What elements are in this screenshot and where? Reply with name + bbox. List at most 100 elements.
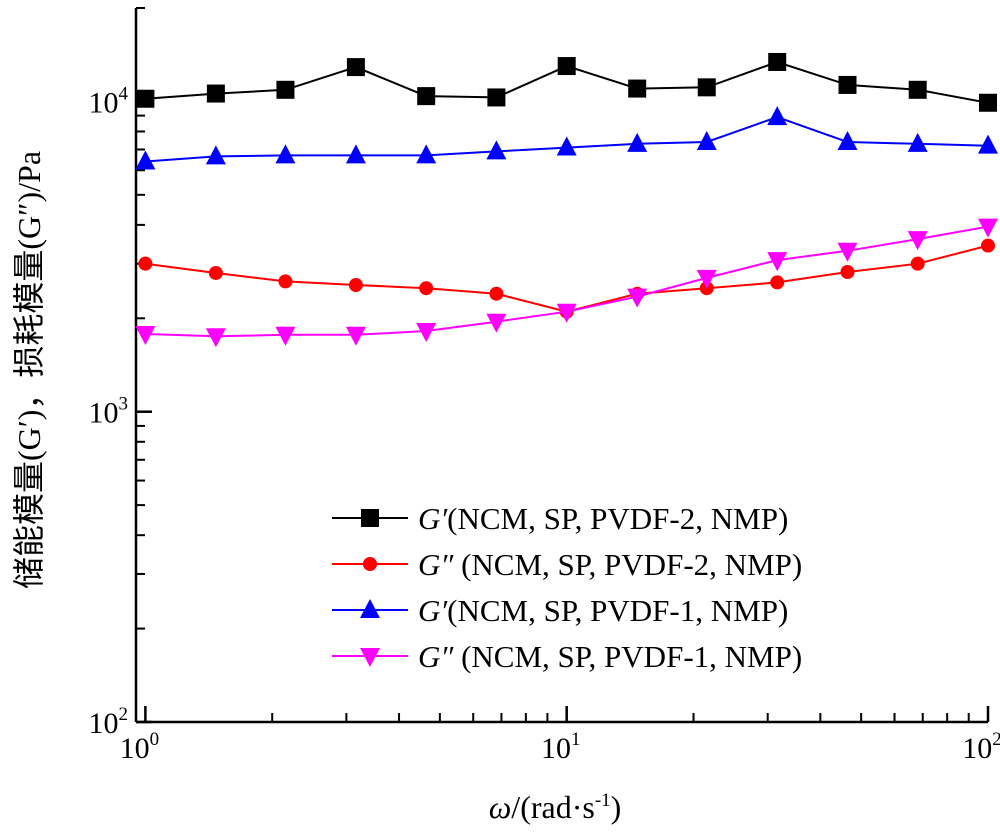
legend-label: G″ (NCM, SP, PVDF-2, NMP) (418, 547, 802, 582)
x-axis-title: ω/(rad·s-1) (489, 789, 622, 825)
data-point (417, 87, 436, 106)
data-point (136, 89, 155, 108)
y-tick-label: 103 (89, 394, 129, 430)
legend-marker (361, 509, 379, 527)
data-point (837, 242, 858, 262)
x-tick-exponent: 2 (992, 729, 1000, 750)
data-point (837, 130, 858, 150)
data-point (910, 256, 925, 271)
data-point (489, 286, 504, 301)
series-layer (135, 52, 998, 348)
x-axis-unit-exponent: -1 (595, 790, 611, 811)
legend-marker (363, 557, 377, 571)
legend-entry-4: G″ (NCM, SP, PVDF-1, NMP) (332, 639, 802, 674)
legend-symbol: G″ (418, 639, 454, 674)
legend-name: (NCM, SP, PVDF-1, NMP) (453, 639, 802, 674)
data-point (275, 326, 296, 346)
data-point (556, 303, 577, 323)
x-tick-base: 10 (120, 732, 150, 765)
data-point (206, 84, 225, 103)
x-tick-label: 100 (120, 729, 160, 765)
series-4 (135, 218, 998, 348)
data-point (205, 145, 226, 165)
data-point (345, 326, 366, 346)
series-1 (136, 52, 997, 112)
legend-entry-1: G′(NCM, SP, PVDF-2, NMP) (332, 501, 788, 536)
x-axis-unit-close: ) (611, 789, 622, 825)
legend-label: G′(NCM, SP, PVDF-2, NMP) (418, 501, 788, 536)
data-point (416, 323, 437, 343)
data-point (275, 144, 296, 164)
data-point (205, 328, 226, 348)
legend-symbol: G″ (418, 547, 454, 582)
legend-name: (NCM, SP, PVDF-2, NMP) (447, 501, 788, 536)
data-point (907, 231, 928, 251)
data-point (138, 256, 153, 271)
data-point (419, 281, 434, 296)
data-point (135, 325, 156, 345)
legend-symbol: G′ (418, 593, 448, 628)
x-tick-base: 10 (541, 732, 571, 765)
data-point (696, 269, 717, 289)
x-tick-base: 10 (962, 732, 992, 765)
data-point (208, 265, 223, 280)
data-point (345, 144, 366, 164)
legend-label: G″ (NCM, SP, PVDF-1, NMP) (418, 639, 802, 674)
data-point (697, 78, 716, 97)
axis-titles: ω/(rad·s-1) 储能模量(G′)，损耗模量(G″)/Pa (11, 151, 621, 825)
legend-marker (360, 648, 380, 667)
data-point (907, 132, 928, 152)
legend-entry-3: G′(NCM, SP, PVDF-1, NMP) (332, 593, 788, 628)
legend-symbol: G′ (418, 501, 448, 536)
legend-label: G′(NCM, SP, PVDF-1, NMP) (418, 593, 788, 628)
legend-marker (360, 599, 380, 618)
y-tick-exponent: 4 (119, 83, 129, 104)
x-tick-label: 101 (541, 729, 581, 765)
data-point (628, 79, 647, 98)
data-point (346, 58, 365, 77)
legend-entry-2: G″ (NCM, SP, PVDF-2, NMP) (332, 547, 802, 582)
data-point (696, 130, 717, 150)
data-point (416, 144, 437, 164)
data-point (978, 134, 998, 154)
data-point (486, 140, 507, 160)
data-point (767, 106, 788, 126)
data-point (768, 52, 787, 71)
data-point (557, 57, 576, 76)
data-point (348, 278, 363, 293)
data-point (767, 252, 788, 272)
legend-name: (NCM, SP, PVDF-2, NMP) (453, 547, 802, 582)
y-tick-exponent: 2 (119, 704, 129, 725)
y-axis-title: 储能模量(G′)，损耗模量(G″)/Pa (11, 151, 47, 589)
x-tick-exponent: 0 (150, 729, 160, 750)
data-point (978, 218, 998, 238)
y-tick-base: 10 (89, 397, 119, 430)
x-axis-symbol: ω (489, 789, 512, 825)
data-point (840, 264, 855, 279)
data-point (770, 275, 785, 290)
legend: G′(NCM, SP, PVDF-2, NMP)G″ (NCM, SP, PVD… (332, 501, 802, 674)
data-point (278, 274, 293, 289)
x-axis-unit: /(rad·s (511, 789, 595, 825)
data-point (486, 313, 507, 333)
data-point (487, 88, 506, 107)
y-tick-base: 10 (89, 707, 119, 740)
legend-name: (NCM, SP, PVDF-1, NMP) (447, 593, 788, 628)
x-tick-exponent: 1 (571, 729, 581, 750)
data-point (908, 80, 927, 99)
y-tick-label: 104 (89, 83, 129, 119)
data-point (981, 238, 995, 253)
y-tick-exponent: 3 (119, 394, 129, 415)
series-3 (135, 106, 998, 170)
data-point (979, 93, 997, 112)
data-point (627, 132, 648, 152)
y-tick-label: 102 (89, 704, 129, 740)
data-point (556, 136, 577, 156)
x-tick-label: 102 (962, 729, 1000, 765)
data-point (135, 150, 156, 170)
data-point (838, 75, 857, 94)
data-point (276, 80, 295, 99)
